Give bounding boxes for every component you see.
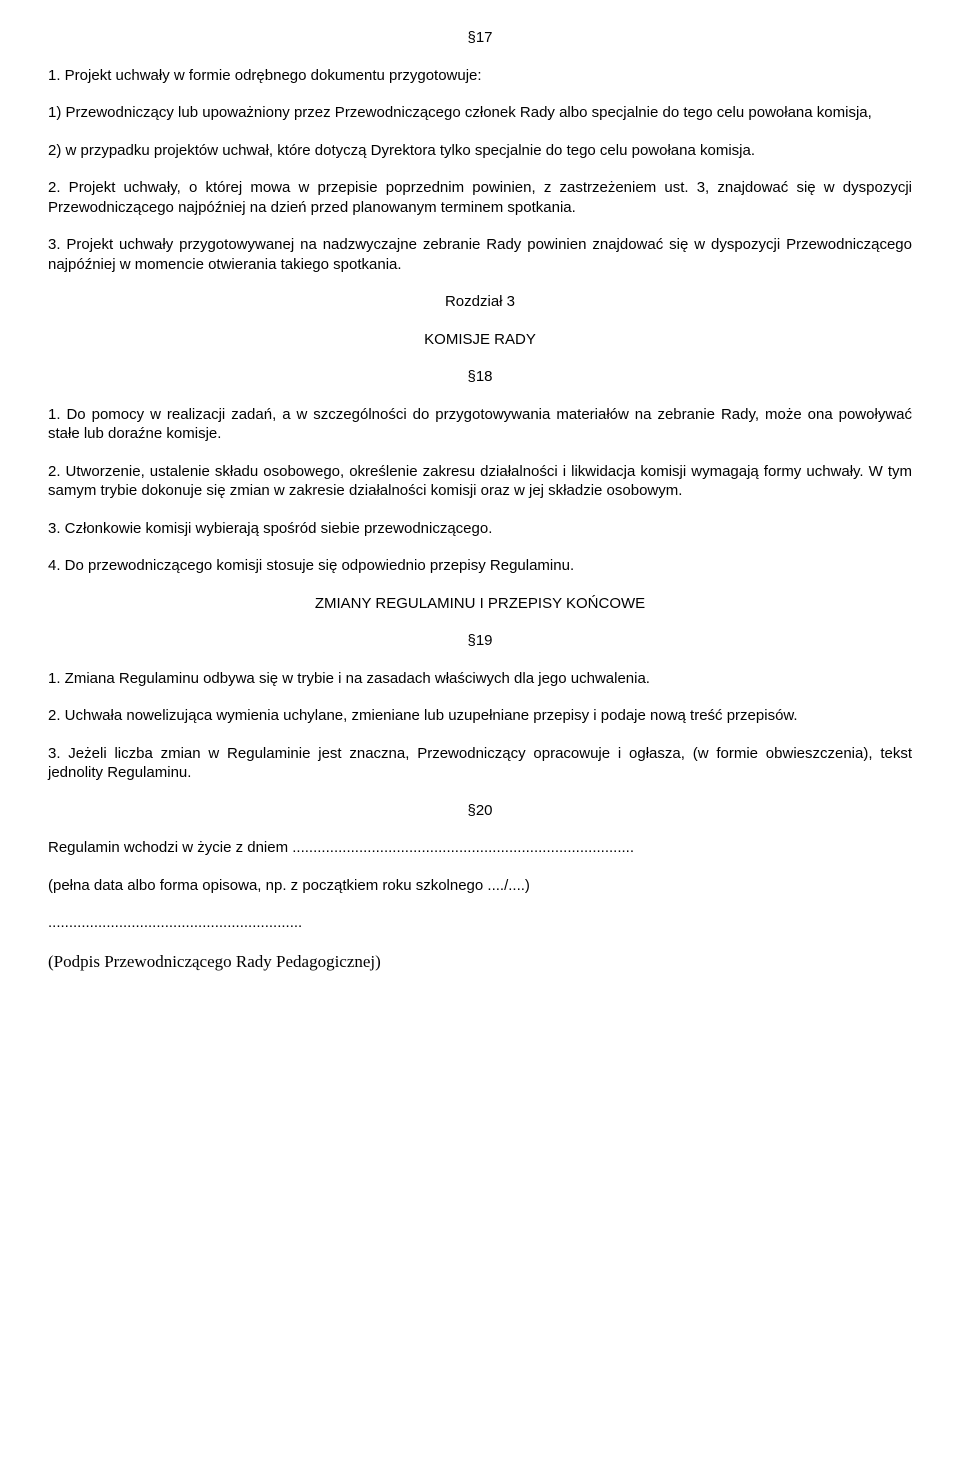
section-17-number: §17 [48,28,912,48]
s18-p4: 4. Do przewodniczącego komisji stosuje s… [48,556,912,576]
s18-p1: 1. Do pomocy w realizacji zadań, a w szc… [48,405,912,444]
s17-p1-item1: 1) Przewodniczący lub upoważniony przez … [48,103,912,123]
signature-line: (Podpis Przewodniczącego Rady Pedagogicz… [48,951,912,973]
section-20-number: §20 [48,801,912,821]
chapter-3-title: Rozdział 3 [48,292,912,312]
s17-p2: 2. Projekt uchwały, o której mowa w prze… [48,178,912,217]
s18-p2: 2. Utworzenie, ustalenie składu osoboweg… [48,462,912,501]
s17-p1-intro: 1. Projekt uchwały w formie odrębnego do… [48,66,912,86]
section-18-number: §18 [48,367,912,387]
s20-p1: Regulamin wchodzi w życie z dniem ......… [48,838,912,858]
s19-p1: 1. Zmiana Regulaminu odbywa się w trybie… [48,669,912,689]
s20-p2: (pełna data albo forma opisowa, np. z po… [48,876,912,896]
chapter-3-heading: KOMISJE RADY [48,330,912,350]
s18-p3: 3. Członkowie komisji wybierają spośród … [48,519,912,539]
s19-p2: 2. Uchwała nowelizująca wymienia uchylan… [48,706,912,726]
section-19-number: §19 [48,631,912,651]
final-heading: ZMIANY REGULAMINU I PRZEPISY KOŃCOWE [48,594,912,614]
s17-p3: 3. Projekt uchwały przygotowywanej na na… [48,235,912,274]
s17-p1-item2: 2) w przypadku projektów uchwał, które d… [48,141,912,161]
s19-p3: 3. Jeżeli liczba zmian w Regulaminie jes… [48,744,912,783]
dotted-separator: ........................................… [48,913,912,933]
